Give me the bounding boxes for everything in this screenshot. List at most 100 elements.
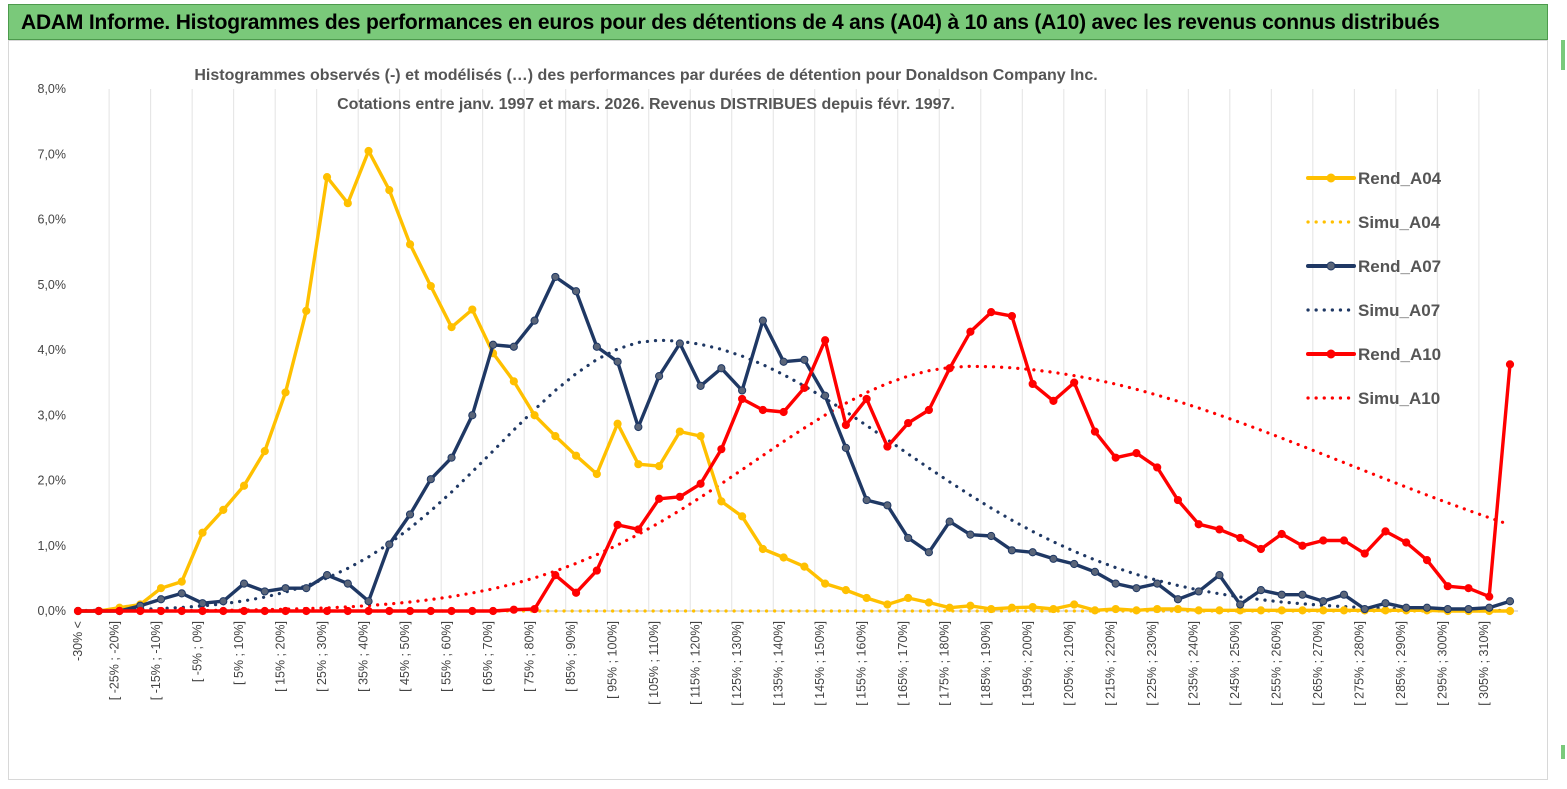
point-rend-a04 [758,544,767,554]
point-rend-a07 [717,364,726,373]
point-rend-a07 [738,386,747,395]
point-rend-a07 [156,595,166,604]
point-rend-a04 [987,604,996,614]
x-tick-label: [ 215% ; 220%] [1103,621,1117,706]
point-rend-a10 [904,418,913,428]
point-rend-a07 [239,579,249,588]
point-rend-a10 [1339,536,1349,545]
point-rend-a04 [1298,606,1307,615]
point-rend-a04 [1111,604,1120,614]
x-tick-label: [ -15% ; -10%] [149,621,163,700]
point-rend-a07 [779,357,788,366]
point-rend-a04 [239,481,249,490]
point-rend-a10 [447,606,456,616]
point-rend-a07 [364,597,373,606]
point-rend-a07 [1360,604,1369,614]
point-rend-a10 [343,606,352,616]
point-rend-a04 [1173,604,1183,614]
point-rend-a10 [592,566,601,575]
point-rend-a07 [1443,604,1452,614]
legend-label-rend-a07: Rend_A07 [1358,257,1441,276]
point-rend-a10 [530,604,539,614]
chart-title-line2: Cotations entre janv. 1997 et mars. 2026… [337,96,955,113]
point-rend-a07 [1505,597,1515,606]
point-rend-a07 [405,510,415,519]
point-rend-a04 [509,377,518,386]
point-rend-a10 [1111,453,1120,462]
point-rend-a07 [551,272,560,282]
point-rend-a04 [1277,606,1286,615]
point-rend-a10 [260,606,269,616]
point-rend-a10 [198,606,207,616]
point-rend-a07 [1256,586,1266,595]
point-rend-a10 [219,606,228,616]
point-rend-a10 [1485,592,1494,601]
point-rend-a07 [1319,597,1328,606]
point-rend-a07 [592,342,601,351]
y-tick-label: 4,0% [38,343,67,357]
point-rend-a04 [634,460,643,469]
point-rend-a04 [945,603,954,612]
y-tick-label: 8,0% [38,82,67,96]
point-rend-a10 [405,606,415,616]
point-rend-a10 [1194,520,1203,529]
point-rend-a10 [696,479,705,488]
point-rend-a07 [260,587,269,596]
point-rend-a04 [1381,606,1390,615]
point-rend-a04 [592,469,601,479]
point-rend-a07 [613,357,622,366]
point-rend-a10 [1028,379,1037,389]
point-rend-a10 [717,445,726,454]
report-banner: ADAM Informe. Histogrammes des performan… [8,4,1548,40]
point-rend-a04 [385,186,394,195]
point-rend-a04 [779,553,788,562]
point-rend-a10 [634,525,643,534]
point-rend-a10 [1381,527,1390,536]
point-rend-a07 [447,453,456,462]
point-rend-a10 [156,606,166,616]
point-rend-a10 [841,420,850,430]
point-rend-a10 [675,492,684,501]
point-rend-a04 [302,306,311,315]
point-rend-a07 [758,316,767,325]
point-rend-a07 [904,533,913,543]
x-tick-label: [ -5% ; 0%] [190,621,204,682]
point-rend-a07 [1277,590,1286,599]
point-rend-a10 [987,308,996,317]
point-rend-a10 [613,520,622,529]
point-rend-a07 [945,517,954,526]
point-rend-a07 [385,540,394,549]
x-tick-label: [ 135% ; 140%] [771,621,785,706]
point-rend-a04 [904,593,913,603]
point-rend-a07 [1132,584,1141,593]
point-rend-a04 [613,419,622,428]
series-line-rend-a04 [76,149,1512,613]
point-rend-a07 [883,501,892,510]
point-rend-a07 [966,530,975,539]
x-axis: -30% < [ -25% ; -20%] [ -15% ; -10%] [ -5% … [71,610,1518,706]
point-rend-a10 [800,383,809,392]
point-rend-a10 [1256,544,1266,554]
point-rend-a07 [198,599,207,608]
point-rend-a10 [571,588,581,597]
point-rend-a10 [1173,495,1183,505]
point-rend-a04 [1007,603,1017,612]
point-rend-a04 [1028,602,1037,612]
y-tick-label: 2,0% [38,474,67,488]
series-layer [73,146,1515,616]
point-rend-a04 [219,505,228,514]
point-rend-a10 [779,407,788,417]
point-rend-a04 [655,462,664,471]
x-tick-label: [ 175% ; 180%] [937,621,951,706]
x-tick-label: [ 85% ; 90%] [564,621,578,692]
y-tick-label: 5,0% [38,278,67,292]
point-rend-a10 [302,606,311,616]
point-rend-a07 [655,372,664,381]
point-rend-a10 [1360,549,1369,558]
point-rend-a07 [571,287,581,296]
point-rend-a04 [343,199,352,208]
point-rend-a04 [177,577,186,586]
x-tick-label: [ 205% ; 210%] [1062,621,1076,706]
point-rend-a04 [571,451,581,460]
point-rend-a04 [675,427,684,436]
